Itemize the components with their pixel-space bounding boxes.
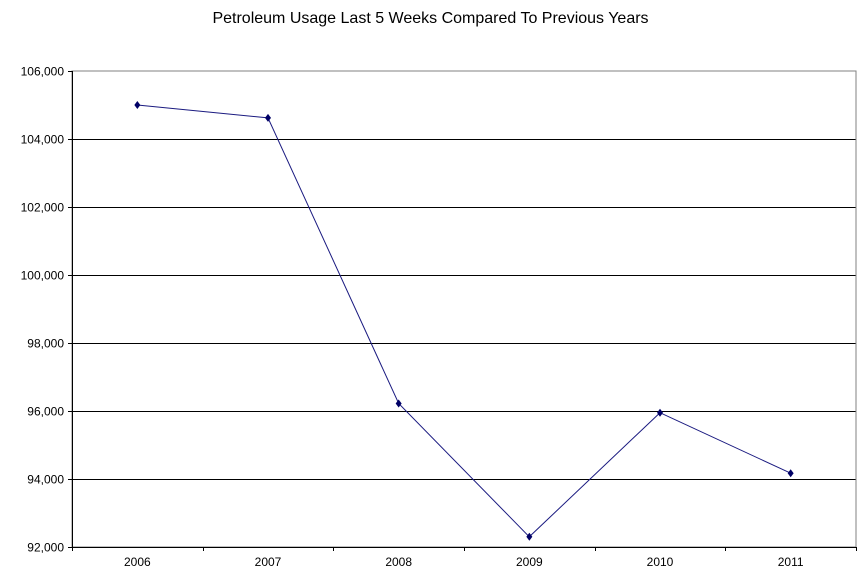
x-tick-label-3: 2009	[516, 555, 543, 569]
y-tick-label-4: 100,000	[21, 269, 65, 283]
x-tick-label-0: 2006	[124, 555, 151, 569]
series-line-0	[137, 104, 791, 538]
x-tick-labels: 2006 2007 2008 2009 2010 2011	[124, 555, 804, 569]
x-tick-label-1: 2007	[255, 555, 282, 569]
y-tick-label-1: 94,000	[27, 473, 64, 487]
x-tick-label-2: 2008	[385, 555, 412, 569]
x-tick-label-5: 2011	[778, 555, 804, 569]
y-tick-label-5: 102,000	[21, 201, 65, 215]
chart-title: Petroleum Usage Last 5 Weeks Compared To…	[212, 10, 649, 27]
x-tick-label-4: 2010	[647, 555, 674, 569]
data-point-2011	[787, 469, 794, 478]
y-tick-label-6: 104,000	[21, 133, 65, 147]
y-tick-label-7: 106,000	[21, 65, 65, 79]
data-series	[134, 101, 794, 541]
y-tick-label-0: 92,000	[27, 541, 64, 555]
data-point-2006	[134, 101, 141, 109]
axes	[68, 70, 857, 551]
data-point-2008	[395, 399, 402, 408]
data-point-2010	[657, 408, 663, 417]
plot-border	[71, 70, 857, 548]
data-point-2009	[526, 532, 533, 541]
y-tick-label-3: 98,000	[27, 337, 64, 351]
gridlines	[72, 139, 856, 480]
y-tick-labels: 92,000 94,000 96,000 98,000 100,000 102,000 10…	[21, 65, 65, 555]
y-tick-label-2: 96,000	[27, 405, 64, 419]
data-point-2007	[265, 113, 271, 122]
